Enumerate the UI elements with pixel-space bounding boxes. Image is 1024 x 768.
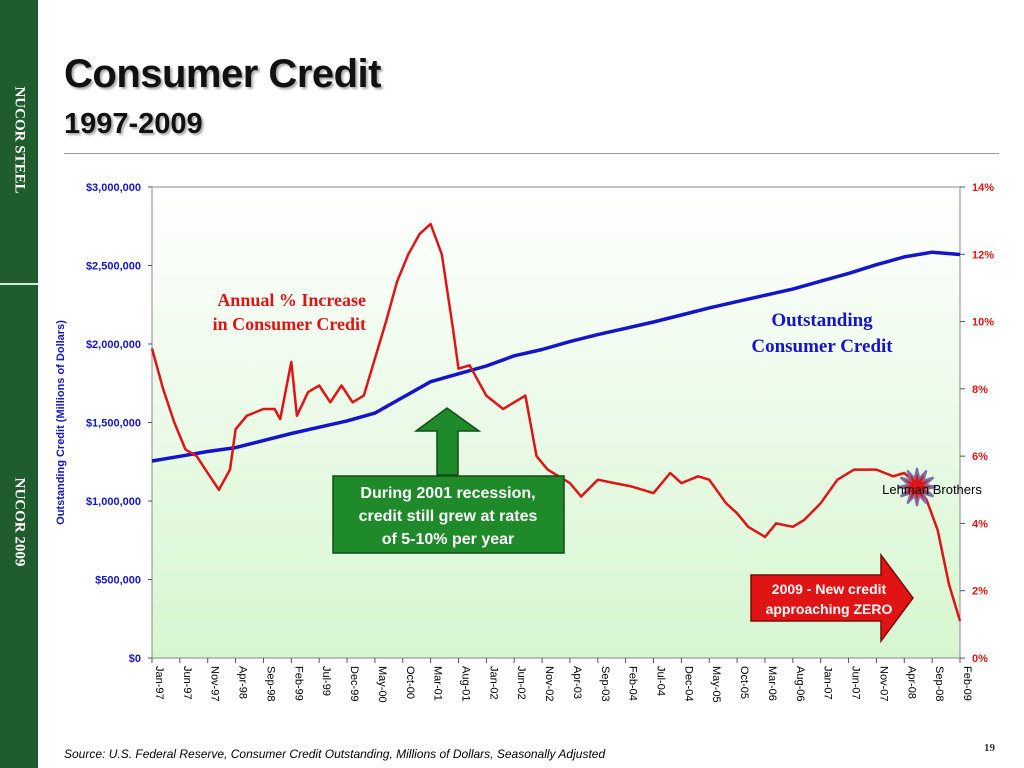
y-tick-label: $2,500,000 (86, 261, 141, 273)
x-tick-label: Sep-98 (264, 666, 276, 701)
up-arrow-icon (413, 407, 482, 476)
x-tick-label: Dec-04 (682, 666, 694, 701)
y2-tick-label: 4% (972, 518, 988, 530)
x-tick-label: Jul-99 (320, 666, 332, 696)
recession-callout-text: credit still grew at rates (359, 508, 538, 525)
source-note: Source: U.S. Federal Reserve, Consumer C… (64, 747, 606, 761)
x-tick-label: Jan-97 (153, 666, 165, 700)
x-tick-label: Apr-03 (571, 666, 583, 699)
y-tick-label: $2,000,000 (86, 339, 141, 351)
annual-pct-label: Annual % Increase (217, 290, 366, 310)
lehman-burst-icon (897, 467, 937, 507)
x-tick-label: Feb-09 (961, 666, 973, 701)
x-tick-label: Jun-02 (515, 666, 527, 700)
y2-tick-label: 2% (972, 586, 988, 598)
title-divider (64, 153, 999, 154)
y-tick-label: $500,000 (95, 575, 141, 587)
x-tick-label: Feb-99 (292, 666, 304, 701)
recession-callout (332, 475, 565, 554)
slide-subtitle: 1997-2009 (64, 108, 203, 140)
x-tick-label: Feb-04 (627, 666, 639, 701)
annual-pct-label: in Consumer Credit (213, 314, 366, 334)
x-tick-label: Nov-07 (877, 666, 889, 701)
x-tick-label: May-00 (376, 666, 388, 703)
x-tick-label: Sep-08 (933, 666, 945, 701)
sidebar-divider (0, 283, 38, 285)
outstanding-label: Consumer Credit (751, 336, 893, 357)
recession-callout-text: During 2001 recession, (360, 485, 535, 502)
x-tick-label: Aug-01 (459, 666, 471, 701)
slide-title: Consumer Credit (64, 52, 382, 96)
lehman-label: Lehman Brothers (882, 482, 982, 497)
y-axis-title: Outstanding Credit (Millions of Dollars) (55, 320, 67, 525)
x-tick-label: Oct-00 (404, 666, 416, 699)
outstanding-label: Outstanding (771, 310, 873, 331)
x-tick-label: Mar-01 (432, 666, 444, 701)
x-tick-label: Apr-98 (237, 666, 249, 699)
y2-tick-label: 8% (972, 384, 988, 396)
x-tick-label: Jan-07 (822, 666, 834, 700)
recession-callout-text: of 5-10% per year (382, 531, 515, 548)
y-tick-label: $1,000,000 (86, 496, 141, 508)
y2-tick-label: 12% (972, 249, 994, 261)
x-tick-label: Nov-97 (209, 666, 221, 701)
y2-tick-label: 14% (972, 182, 994, 194)
series-line-annual-pct (150, 222, 962, 622)
y-tick-label: $1,500,000 (86, 418, 141, 430)
x-tick-label: Jun-97 (181, 666, 193, 700)
page-number: 19 (984, 742, 995, 754)
sidebar: NUCOR STEEL NUCOR 2009 (0, 0, 38, 768)
x-tick-label: Nov-02 (543, 666, 555, 701)
x-tick-label: Mar-06 (766, 666, 778, 701)
x-tick-label: Dec-99 (348, 666, 360, 701)
x-tick-label: Jul-04 (655, 666, 667, 696)
x-tick-label: Jun-07 (850, 666, 862, 700)
y2-tick-label: 10% (972, 317, 994, 329)
x-tick-label: Jan-02 (487, 666, 499, 700)
x-tick-label: May-05 (710, 666, 722, 703)
y-tick-label: $3,000,000 (86, 182, 141, 194)
y-tick-label: $0 (129, 653, 141, 665)
zero-callout-text: 2009 - New credit (772, 581, 887, 597)
zero-callout-text: approaching ZERO (766, 601, 893, 617)
right-arrow-callout (750, 552, 914, 644)
series-line-outstanding (151, 250, 961, 463)
y2-tick-label: 0% (972, 653, 988, 665)
x-tick-label: Aug-06 (794, 666, 806, 701)
y2-tick-label: 6% (972, 451, 988, 463)
x-tick-label: Oct-05 (738, 666, 750, 699)
x-tick-label: Apr-08 (905, 666, 917, 699)
x-tick-label: Sep-03 (599, 666, 611, 701)
